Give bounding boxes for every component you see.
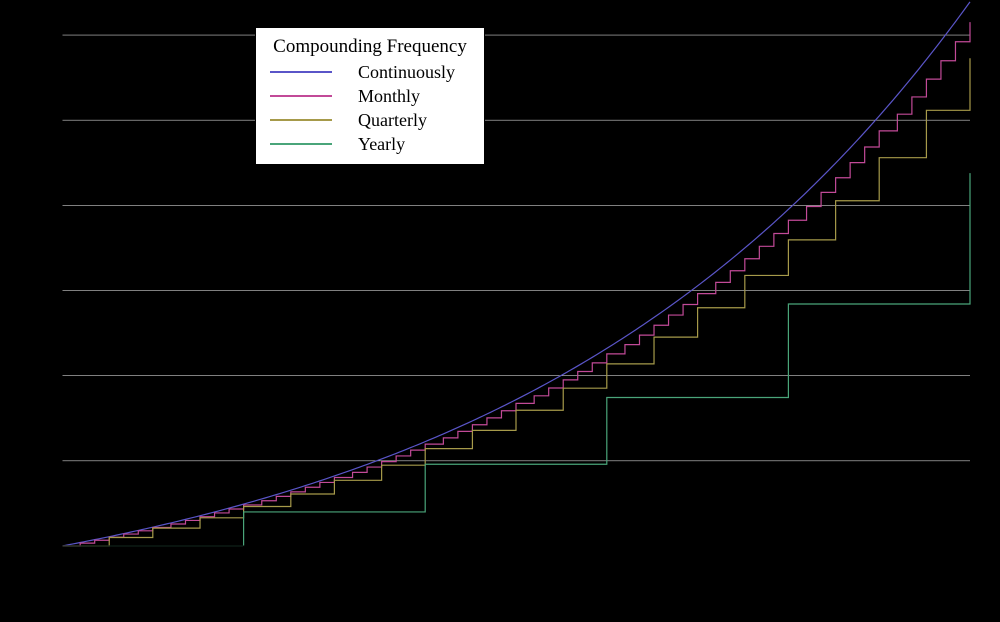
legend-swatch	[270, 71, 332, 73]
legend-swatch	[270, 119, 332, 121]
legend-item: Yearly	[270, 132, 470, 156]
y-tick-label: 7000	[22, 31, 52, 40]
legend: Compounding Frequency Continuously Monthl…	[255, 27, 485, 165]
legend-label: Quarterly	[358, 110, 427, 131]
legend-title: Compounding Frequency	[270, 36, 470, 58]
legend-label: Continuously	[358, 62, 455, 83]
y-tick-label: 4000	[22, 286, 52, 295]
legend-items: Continuously Monthly Quarterly Yearly	[270, 60, 470, 156]
legend-item: Continuously	[270, 60, 470, 84]
legend-swatch	[270, 143, 332, 145]
y-tick-label: 2000	[22, 456, 52, 465]
legend-swatch	[270, 95, 332, 97]
legend-label: Monthly	[358, 86, 420, 107]
y-tick-label: 6000	[22, 116, 52, 125]
y-tick-label: 3000	[22, 371, 52, 380]
compounding-chart: Compounding Frequency Continuously Monthl…	[0, 0, 1000, 622]
legend-item: Quarterly	[270, 108, 470, 132]
legend-label: Yearly	[358, 134, 405, 155]
y-tick-label: 1000	[22, 542, 52, 551]
legend-item: Monthly	[270, 84, 470, 108]
chart-canvas	[0, 0, 1000, 622]
y-tick-label: 5000	[22, 201, 52, 210]
